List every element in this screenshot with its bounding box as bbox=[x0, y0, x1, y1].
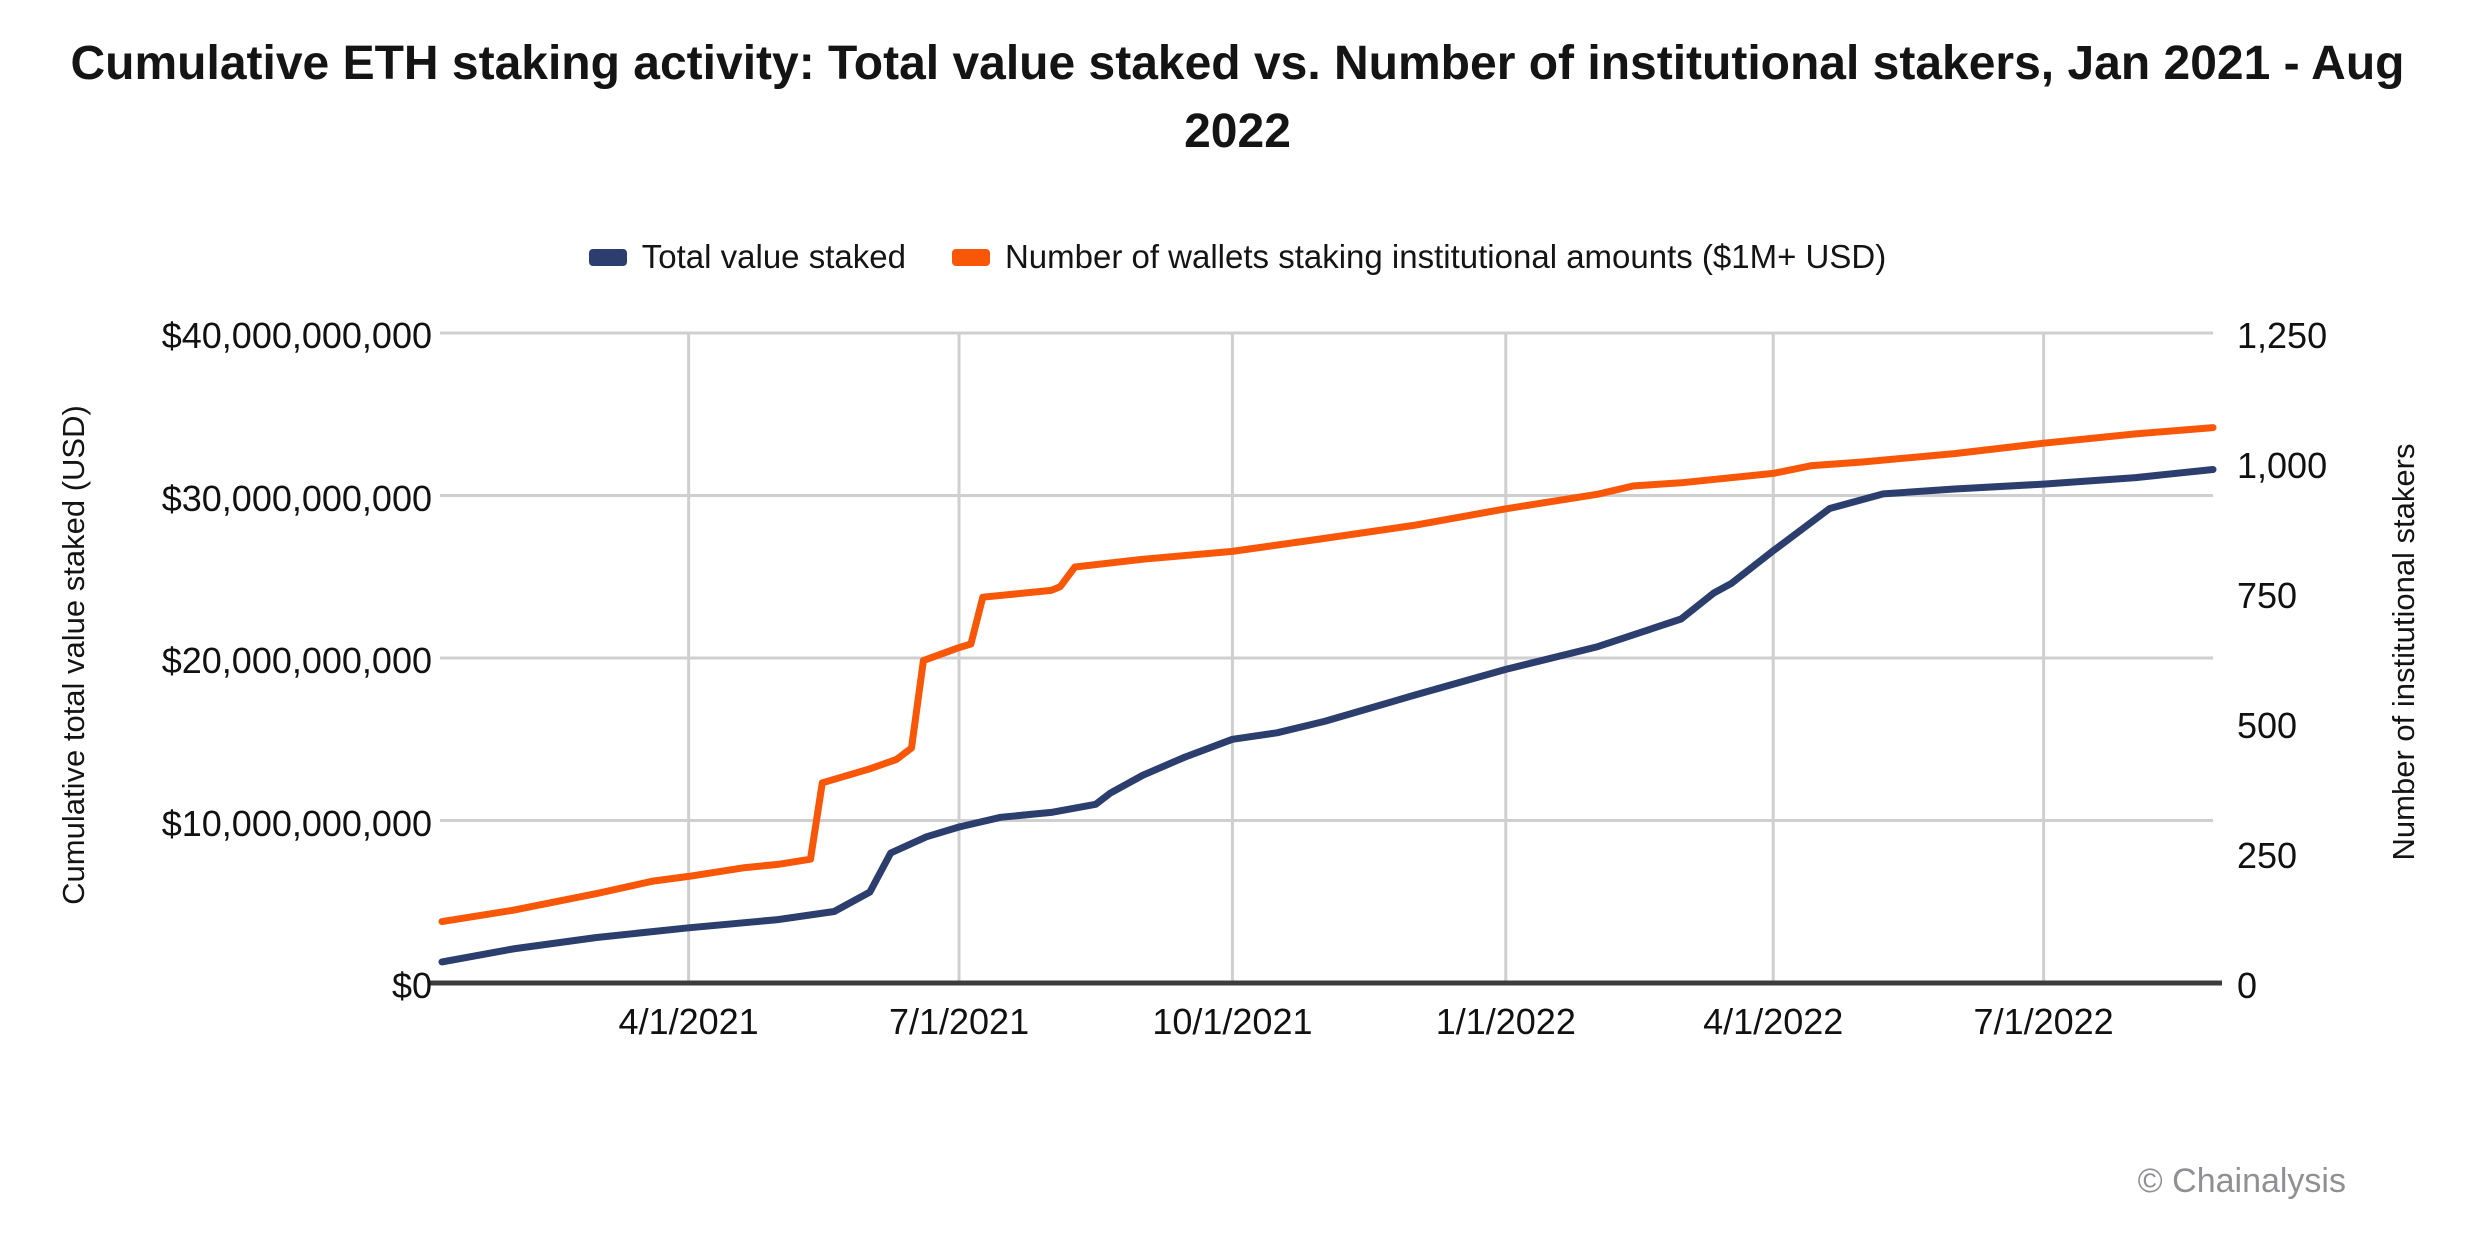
legend-item-institutional-wallets: Number of wallets staking institutional … bbox=[951, 238, 1887, 276]
series-line-total-value-staked bbox=[438, 466, 2217, 966]
legend-swatch-orange-icon bbox=[951, 248, 990, 266]
x-tick-label: 10/1/2021 bbox=[1152, 1001, 1313, 1042]
y-right-tick-label: 750 bbox=[2237, 575, 2298, 616]
y-left-tick-label: $10,000,000,000 bbox=[161, 802, 432, 844]
chart-title: Cumulative ETH staking activity: Total v… bbox=[70, 37, 2405, 159]
y-left-tick-label: $40,000,000,000 bbox=[161, 315, 432, 356]
legend-swatch-navy-icon bbox=[588, 248, 627, 266]
y-right-tick-label: 500 bbox=[2237, 705, 2298, 746]
legend: Total value staked Number of wallets sta… bbox=[0, 238, 2475, 276]
series-line-institutional-wallets bbox=[438, 424, 2217, 926]
watermark-chainalysis: © Chainalysis bbox=[2137, 1162, 2346, 1200]
legend-label-total-value-staked: Total value staked bbox=[641, 238, 906, 275]
y-left-tick-label: $20,000,000,000 bbox=[161, 640, 432, 681]
x-tick-label: 7/1/2021 bbox=[888, 1001, 1030, 1042]
legend-label-institutional-wallets: Number of wallets staking institutional … bbox=[1004, 238, 1887, 275]
y-right-tick-label: 250 bbox=[2237, 835, 2298, 876]
y-axis-right-title: Number of institutional stakers bbox=[2386, 443, 2421, 861]
y-right-tick-label: 0 bbox=[2237, 965, 2258, 1006]
x-tick-label: 7/1/2022 bbox=[1973, 1001, 2114, 1042]
y-left-tick-label: $0 bbox=[391, 965, 432, 1006]
y-right-tick-label: 1,250 bbox=[2237, 315, 2328, 356]
y-right-tick-label: 1,000 bbox=[2237, 445, 2328, 486]
y-left-tick-label: $30,000,000,000 bbox=[161, 477, 432, 519]
legend-item-total-value-staked: Total value staked bbox=[588, 238, 906, 276]
x-tick-label: 1/1/2022 bbox=[1435, 1001, 1576, 1042]
x-tick-label: 4/1/2022 bbox=[1703, 1001, 1844, 1042]
x-tick-label: 4/1/2021 bbox=[618, 1001, 759, 1042]
